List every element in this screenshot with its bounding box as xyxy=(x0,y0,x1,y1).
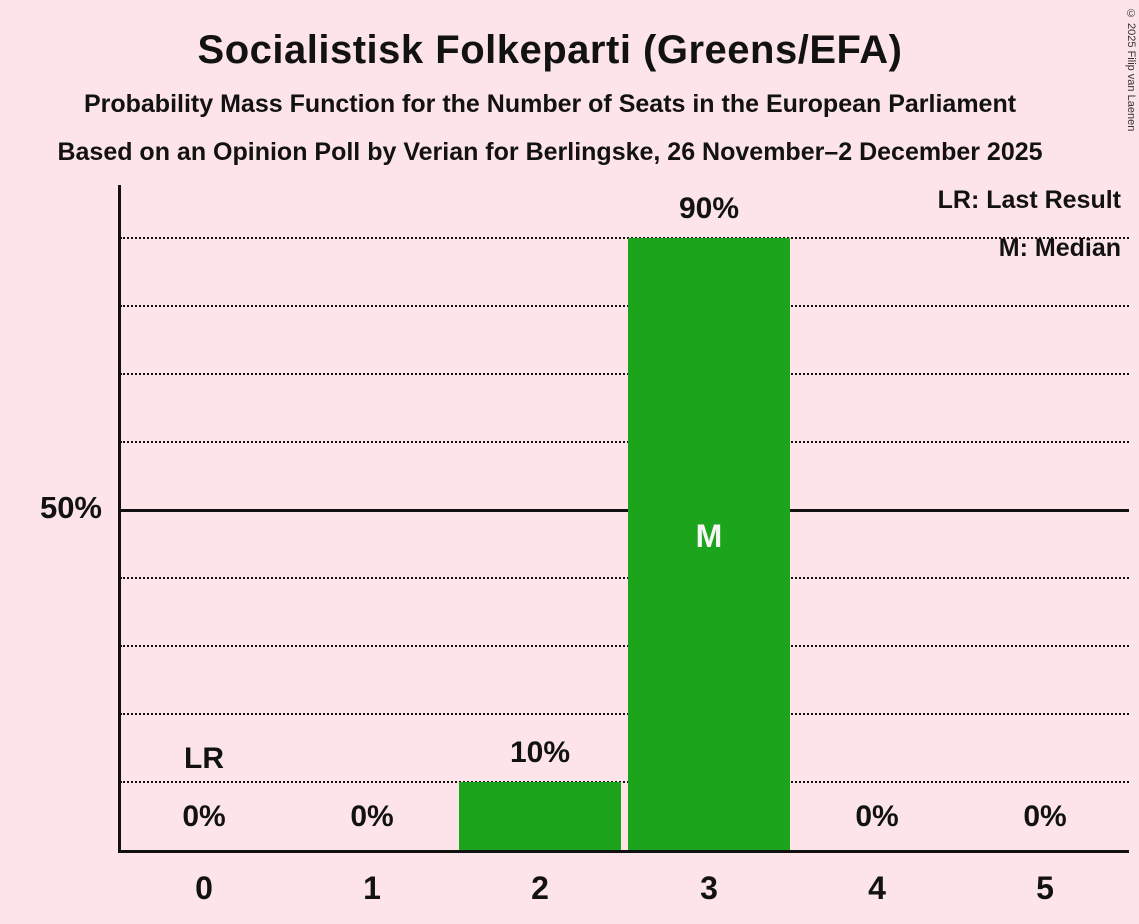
gridline-20-percent xyxy=(120,713,1129,715)
x-axis-tick-label-5: 5 xyxy=(1036,870,1054,906)
x-axis-tick-label-1: 1 xyxy=(363,870,381,906)
bar-value-label-4: 0% xyxy=(855,800,899,833)
bar-value-label-5: 0% xyxy=(1023,800,1067,833)
x-axis-tick-label-4: 4 xyxy=(868,870,886,906)
y-axis-line xyxy=(118,185,121,850)
bar-value-label-0: 0% xyxy=(182,800,226,833)
gridline-70-percent xyxy=(120,373,1129,375)
legend-last-result: LR: Last Result xyxy=(937,186,1121,214)
gridline-90-percent xyxy=(120,237,1129,239)
gridline-60-percent xyxy=(120,441,1129,443)
copyright-notice: © 2025 Filip van Laenen xyxy=(1125,8,1137,132)
median-marker-label: M xyxy=(695,518,723,554)
x-axis-tick-label-3: 3 xyxy=(700,870,718,906)
x-axis-tick-label-2: 2 xyxy=(531,870,549,906)
x-axis-tick-label-0: 0 xyxy=(195,870,213,906)
bar-value-label-1: 0% xyxy=(350,800,394,833)
gridline-40-percent xyxy=(120,577,1129,579)
gridline-50-percent-solid xyxy=(120,509,1129,512)
gridline-10-percent xyxy=(120,781,1129,783)
chart-subtitle-source: Based on an Opinion Poll by Verian for B… xyxy=(57,138,1043,166)
bar-seats-2 xyxy=(459,782,621,850)
gridline-80-percent xyxy=(120,305,1129,307)
chart-title: Socialistisk Folkeparti (Greens/EFA) xyxy=(197,28,903,72)
bar-value-label-3: 90% xyxy=(678,192,740,225)
x-axis-line xyxy=(118,850,1129,853)
last-result-marker-label: LR xyxy=(184,742,224,775)
gridline-30-percent xyxy=(120,645,1129,647)
chart-subtitle-method: Probability Mass Function for the Number… xyxy=(83,90,1017,118)
y-axis-tick-label: 50% xyxy=(39,490,102,525)
bar-seats-3 xyxy=(628,238,790,850)
bar-value-label-2: 10% xyxy=(509,736,571,769)
